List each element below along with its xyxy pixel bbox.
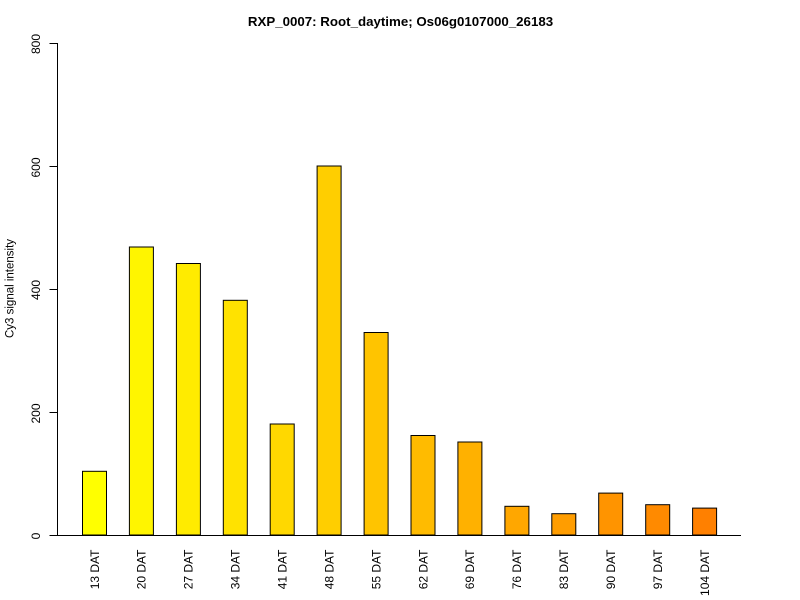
svg-text:RXP_0007: Root_daytime; Os06g0: RXP_0007: Root_daytime; Os06g0107000_261… xyxy=(248,14,553,29)
svg-text:Cy3 signal intensity: Cy3 signal intensity xyxy=(5,239,17,338)
svg-text:69 DAT: 69 DAT xyxy=(463,549,477,589)
svg-text:97 DAT: 97 DAT xyxy=(651,549,665,589)
svg-text:90 DAT: 90 DAT xyxy=(604,549,618,589)
svg-text:0: 0 xyxy=(29,532,43,539)
svg-text:20 DAT: 20 DAT xyxy=(135,549,149,589)
svg-text:62 DAT: 62 DAT xyxy=(416,549,430,589)
svg-text:34 DAT: 34 DAT xyxy=(229,549,243,589)
svg-text:55 DAT: 55 DAT xyxy=(369,549,383,589)
svg-text:800: 800 xyxy=(29,34,43,54)
svg-text:13 DAT: 13 DAT xyxy=(88,549,102,589)
svg-text:83 DAT: 83 DAT xyxy=(557,549,571,589)
svg-text:48 DAT: 48 DAT xyxy=(322,549,336,589)
svg-text:400: 400 xyxy=(29,280,43,300)
svg-text:76 DAT: 76 DAT xyxy=(510,549,524,589)
svg-text:200: 200 xyxy=(29,403,43,423)
svg-text:27 DAT: 27 DAT xyxy=(182,549,196,589)
svg-text:104 DAT: 104 DAT xyxy=(698,549,712,596)
svg-text:41 DAT: 41 DAT xyxy=(276,549,290,589)
svg-text:600: 600 xyxy=(29,157,43,177)
